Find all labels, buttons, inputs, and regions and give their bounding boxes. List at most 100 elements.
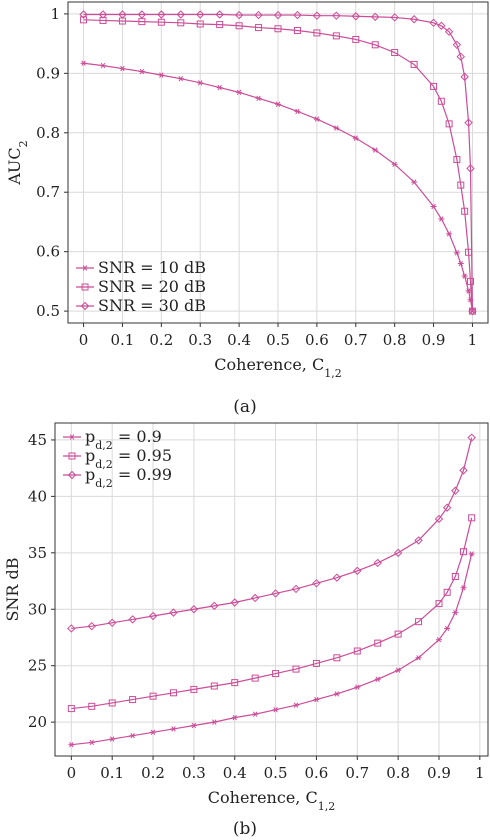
caption-1: (a) (233, 397, 256, 417)
data-point (190, 722, 197, 729)
series-2 (67, 514, 476, 713)
data-point (391, 161, 398, 167)
data-point (128, 615, 137, 624)
data-point (430, 203, 437, 210)
data-point (390, 13, 399, 22)
y-axis-title: SNR dB (3, 557, 22, 621)
data-point (210, 682, 218, 690)
data-point (429, 18, 438, 28)
data-point (118, 10, 127, 19)
data-point (468, 551, 475, 557)
legend-label-rest: = 0.99 (113, 465, 172, 484)
legend-marker (81, 283, 89, 291)
y-tick-label: 0.9 (36, 64, 60, 82)
y-axis-title: AUC2 (5, 140, 30, 185)
data-point (157, 18, 165, 26)
data-point (437, 97, 445, 105)
legend-label-rest: = 0.95 (113, 446, 172, 465)
data-point (275, 101, 281, 107)
data-point (177, 19, 185, 27)
data-point (333, 691, 340, 697)
data-point (109, 736, 116, 742)
data-point (468, 514, 476, 522)
data-point (177, 75, 184, 82)
x-tick-label: 0.9 (422, 331, 446, 349)
data-point (196, 10, 205, 19)
data-point (313, 696, 320, 703)
data-point (332, 32, 340, 40)
data-point (333, 654, 341, 662)
x-tick-label: 0.2 (149, 331, 173, 349)
x-tick-label: 0.2 (141, 764, 165, 782)
data-point (231, 714, 238, 721)
data-point (236, 89, 243, 96)
plot-frame (54, 422, 489, 757)
y-tick-label: 0.5 (36, 302, 60, 320)
data-point (456, 52, 465, 61)
data-point (374, 639, 382, 647)
caption-2: (b) (233, 819, 257, 839)
data-point (468, 306, 477, 316)
data-point (435, 600, 443, 608)
data-point (169, 689, 177, 697)
data-point (372, 147, 379, 153)
series-3 (79, 10, 477, 316)
x-tick-label: 0.6 (305, 331, 329, 349)
data-point (457, 260, 464, 267)
series-line (71, 437, 473, 630)
data-point (464, 118, 473, 127)
y-tick-label: 30 (28, 600, 47, 618)
legend-marker (67, 470, 77, 480)
x-tick-label: 0.3 (182, 764, 206, 782)
data-point (98, 10, 108, 19)
data-point (67, 705, 75, 713)
data-point (312, 579, 321, 588)
x-tick-label: 0 (67, 764, 77, 782)
data-point (252, 711, 259, 717)
data-point (254, 10, 263, 20)
data-point (211, 719, 218, 725)
data-point (196, 20, 204, 28)
data-point (352, 135, 359, 141)
data-point (273, 10, 283, 20)
data-point (457, 181, 465, 189)
data-point (374, 676, 381, 682)
legend-marker (69, 434, 75, 440)
data-point (294, 108, 301, 115)
data-point (411, 179, 418, 185)
series-3 (67, 433, 476, 633)
y-tick-label: 35 (28, 544, 47, 562)
y-tick-label: 0.6 (36, 243, 60, 261)
data-point (353, 566, 362, 576)
legend-marker (80, 301, 90, 311)
data-point (108, 699, 116, 707)
data-point (293, 10, 302, 20)
x-tick-label: 1 (468, 331, 478, 349)
data-point (274, 25, 282, 33)
data-point (235, 22, 243, 30)
data-point (87, 621, 96, 631)
x-tick-label: 0.4 (223, 764, 247, 782)
legend-label-rest: = 0.9 (113, 427, 162, 446)
data-point (313, 29, 321, 37)
data-point (373, 558, 382, 568)
x-tick-label: 0.8 (383, 331, 407, 349)
x-axis-title: Coherence, C1,2 (208, 788, 335, 813)
data-point (216, 21, 224, 29)
data-point (216, 84, 223, 91)
x-tick-label: 0 (79, 331, 89, 349)
data-point (150, 729, 157, 735)
data-point (231, 679, 239, 687)
legend-marker (68, 452, 76, 460)
data-point (453, 250, 460, 256)
x-tick-label: 0.9 (427, 764, 451, 782)
x-axis-title-sub: 1,2 (324, 367, 342, 380)
data-point (215, 10, 224, 19)
data-point (291, 584, 301, 594)
data-point (190, 685, 198, 693)
data-point (210, 601, 219, 611)
data-point (119, 65, 126, 72)
data-point (393, 548, 403, 558)
data-point (255, 95, 262, 101)
data-point (271, 589, 280, 598)
